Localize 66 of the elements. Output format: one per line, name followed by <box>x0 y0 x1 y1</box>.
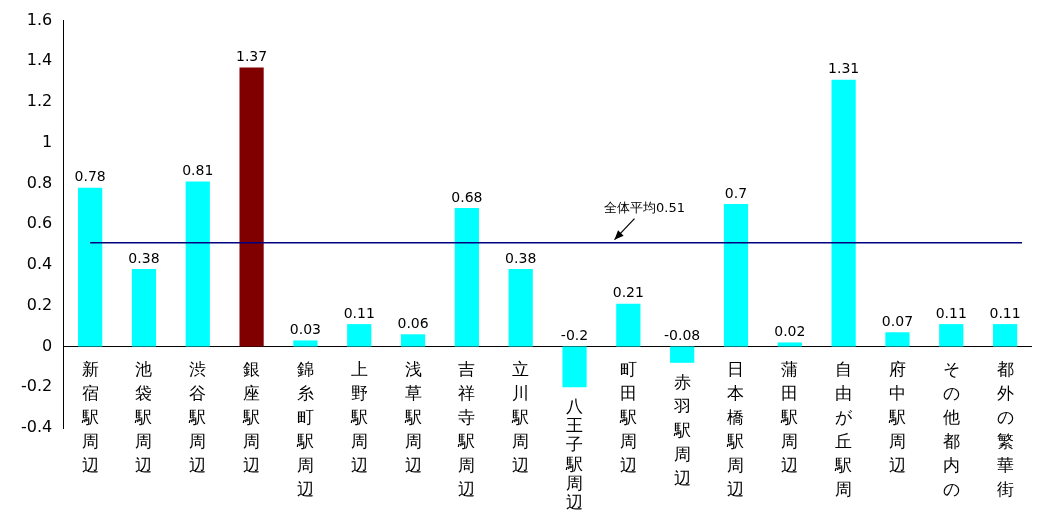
data-label: 0.81 <box>182 162 214 179</box>
bar <box>400 334 426 347</box>
x-tick-label: 浅草駅周辺 <box>403 359 422 476</box>
bar <box>939 324 964 347</box>
data-label: -0.08 <box>664 327 701 344</box>
x-tick-label: 蒲田駅周辺 <box>780 359 799 476</box>
y-tick-label: 1.6 <box>26 9 53 29</box>
data-label: 0.7 <box>724 184 748 201</box>
x-tick-label: 日本橋駅周辺 <box>726 359 745 500</box>
x-tick-label: その他都内の <box>942 359 960 500</box>
bar <box>616 303 641 347</box>
x-tick-label: 都外の繁華街 <box>996 359 1014 500</box>
x-tick-label: 町田駅周辺 <box>618 359 637 476</box>
y-tick-label: 1.4 <box>26 50 53 70</box>
bar <box>670 346 695 363</box>
x-tick-label: 府中駅周辺 <box>887 359 906 476</box>
y-tick-label: 0.8 <box>26 172 53 192</box>
y-tick-label: 1.2 <box>26 91 53 111</box>
bar <box>293 340 318 347</box>
bar <box>831 79 856 347</box>
bar <box>508 269 533 347</box>
data-label: 0.11 <box>989 304 1021 321</box>
y-tick-label: -0.4 <box>21 417 53 437</box>
x-tick-label: 吉祥寺駅周辺 <box>457 359 476 500</box>
data-label: 0.78 <box>74 168 106 185</box>
y-tick-label: 0.2 <box>26 294 53 314</box>
data-label: 0.11 <box>343 304 375 321</box>
bar <box>131 269 157 347</box>
x-tick-label: 八王子駅周辺 <box>565 396 584 512</box>
data-label: 0.21 <box>612 284 644 301</box>
x-tick-label: 錦糸町駅周辺 <box>295 359 314 500</box>
bar <box>777 342 802 347</box>
data-label: 0.11 <box>935 304 967 321</box>
bar <box>185 181 210 347</box>
bar <box>78 187 103 347</box>
data-label: 0.38 <box>505 249 537 266</box>
data-label: 0.03 <box>289 321 321 338</box>
x-tick-label: 上野駅周辺 <box>349 359 368 476</box>
data-label: -0.2 <box>560 327 589 344</box>
bar <box>723 203 749 347</box>
bar <box>454 208 479 347</box>
data-label: 1.37 <box>236 48 268 65</box>
bar <box>239 67 264 347</box>
y-tick-label: -0.2 <box>21 376 53 396</box>
y-tick-label: 0.4 <box>26 254 53 274</box>
ref-line-label: 全体平均0.51 <box>604 200 685 216</box>
bar <box>347 324 372 347</box>
x-tick-label: 自由が丘駅周 <box>834 359 854 500</box>
data-label: 1.31 <box>828 60 860 77</box>
bar <box>562 346 587 388</box>
y-tick-label: 0 <box>42 335 53 355</box>
y-tick-label: 1 <box>42 131 53 151</box>
x-tick-label: 赤羽駅周辺 <box>672 371 691 488</box>
x-tick-label: 新宿駅周辺 <box>80 359 99 476</box>
y-tick-label: 0.6 <box>26 213 53 233</box>
x-tick-label: 渋谷駅周辺 <box>188 359 207 476</box>
data-label: 0.07 <box>881 312 914 329</box>
data-label: 0.68 <box>451 188 483 205</box>
bar <box>992 324 1018 347</box>
data-label: 0.38 <box>128 249 160 266</box>
x-tick-label: 銀座駅周辺 <box>242 359 261 476</box>
data-label: 0.02 <box>774 323 806 340</box>
data-label: 0.06 <box>397 314 429 331</box>
x-tick-label: 池袋駅周辺 <box>134 359 153 476</box>
bar <box>885 332 910 347</box>
x-tick-label: 立川駅周辺 <box>511 359 530 476</box>
